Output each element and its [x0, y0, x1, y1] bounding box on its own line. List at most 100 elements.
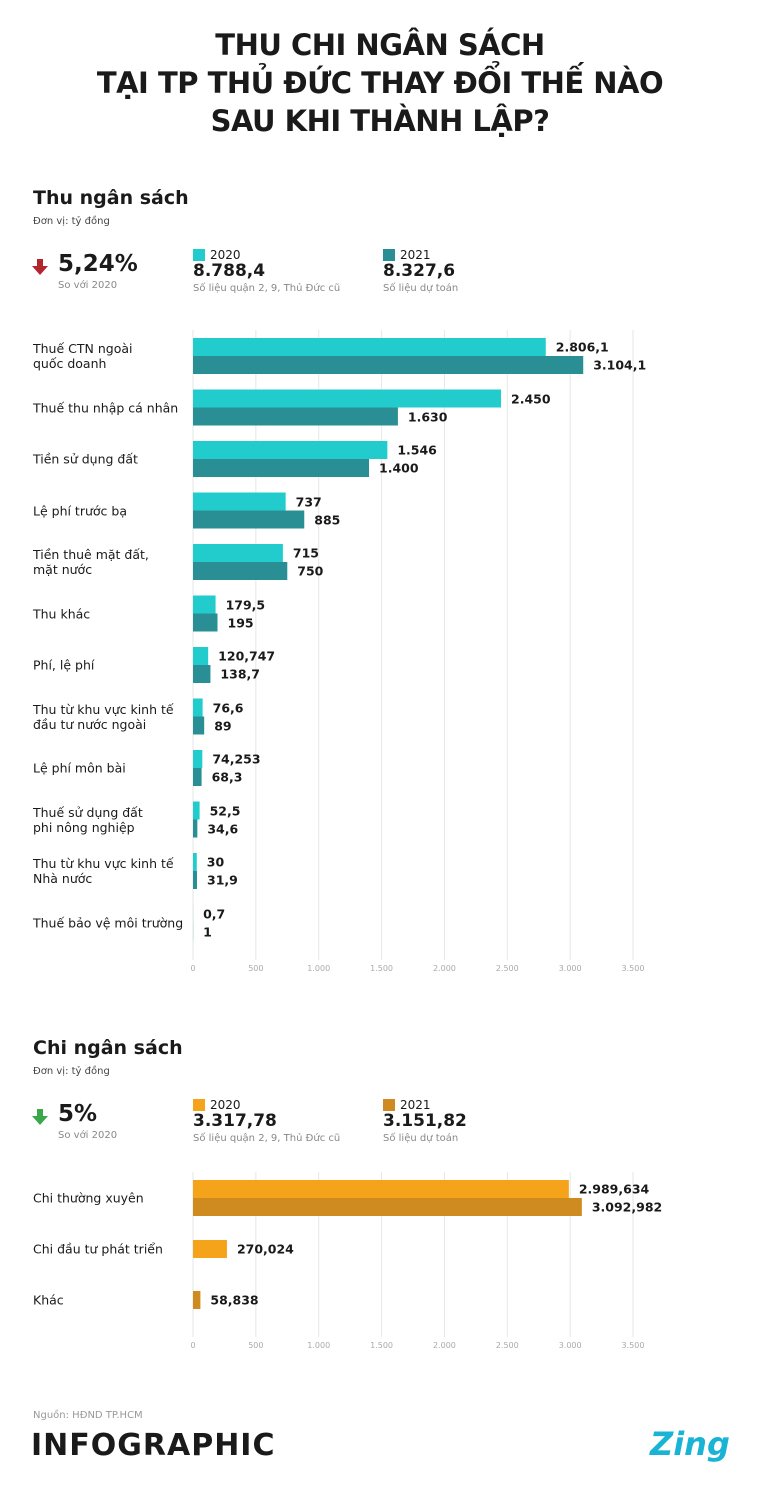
change-arrow — [32, 1109, 48, 1125]
x-tick-label: 3.500 — [621, 964, 645, 973]
main-title: SAU KHI THÀNH LẬP? — [210, 104, 550, 138]
value-label: 179,5 — [225, 597, 266, 612]
x-tick-label: 3.000 — [558, 1341, 582, 1350]
source-note: Nguồn: HĐND TP.HCM — [33, 1410, 143, 1421]
value-label: 0,7 — [203, 906, 226, 921]
logo: Zing — [650, 1425, 730, 1463]
x-tick-label: 1.000 — [307, 1341, 331, 1350]
series-note: Số liệu quận 2, 9, Thủ Đức cũ — [193, 1133, 341, 1144]
category-label: Lệ phí trước bạ — [33, 503, 127, 518]
bar — [193, 356, 584, 374]
main-title: THU CHI NGÂN SÁCH — [215, 28, 545, 62]
series-total: 8.327,6 — [383, 261, 456, 281]
series-total: 8.788,4 — [193, 261, 266, 281]
category-label: Tiền thuê mặt đất, mặt nước — [33, 547, 149, 577]
value-label: 2.450 — [511, 391, 551, 406]
series-note: Số liệu quận 2, 9, Thủ Đức cũ — [193, 283, 341, 294]
value-label: 737 — [295, 494, 322, 509]
category-label: Chi thường xuyên — [33, 1190, 144, 1206]
x-tick-label: 1.000 — [307, 964, 331, 973]
value-label: 68,3 — [211, 769, 243, 785]
x-tick-label: 500 — [248, 1341, 264, 1350]
value-label: 2.989,634 — [578, 1181, 650, 1197]
x-tick-label: 3.000 — [558, 964, 582, 973]
value-label: 195 — [227, 615, 254, 630]
bar — [193, 768, 202, 786]
bar — [193, 665, 211, 683]
value-label: 58,838 — [210, 1292, 259, 1308]
category-label: Thuế CTN ngoài quốc doanh — [33, 341, 133, 371]
x-tick-label: 500 — [248, 964, 264, 973]
bar — [193, 544, 283, 562]
category-label: Thuế thu nhập cá nhân — [33, 400, 179, 415]
value-label: 1.400 — [379, 460, 419, 476]
legend-label: 2021 — [400, 248, 431, 262]
value-label: 138,7 — [220, 666, 260, 682]
x-tick-label: 2.500 — [495, 964, 519, 973]
x-tick-label: 0 — [190, 1341, 196, 1350]
value-label: 31,9 — [207, 872, 238, 888]
value-label: 270,024 — [236, 1241, 294, 1257]
bar — [193, 1198, 582, 1216]
value-label: 74,253 — [212, 751, 261, 767]
legend-label: 2020 — [210, 248, 241, 262]
change-note: So với 2020 — [58, 280, 118, 291]
value-label: 52,5 — [209, 803, 241, 818]
bar — [193, 562, 288, 580]
bar — [193, 647, 209, 665]
value-label: 750 — [297, 563, 324, 579]
series-note: Số liệu dự toán — [383, 283, 459, 294]
value-label: 1 — [203, 924, 212, 939]
category-label: Phí, lệ phí — [33, 657, 95, 673]
bar — [193, 801, 200, 820]
series-total: 3.151,82 — [383, 1111, 467, 1131]
bar — [193, 853, 197, 871]
bar — [193, 871, 198, 889]
x-tick-label: 1.500 — [370, 964, 394, 973]
value-label: 715 — [292, 545, 319, 561]
category-label: Thuế sử dụng đất phi nông nghiệp — [33, 804, 143, 835]
change-value: 5% — [58, 1101, 98, 1127]
main-title: TẠI TP THỦ ĐỨC THAY ĐỔI THẾ NÀO — [96, 66, 664, 100]
bar — [193, 750, 203, 768]
value-label: 885 — [314, 512, 341, 527]
legend-label: 2020 — [210, 1098, 241, 1112]
category-label: Tiền sử dụng đất — [33, 451, 138, 467]
category-label: Thu từ khu vực kinh tế đầu tư nước ngoài — [33, 701, 174, 732]
change-note: So với 2020 — [58, 1130, 118, 1141]
x-tick-label: 2.000 — [432, 1341, 456, 1350]
category-label: Chi đầu tư phát triển — [33, 1241, 163, 1257]
bar — [193, 613, 218, 632]
brand: INFOGRAPHIC — [31, 1428, 276, 1463]
bar — [193, 389, 501, 408]
legend-swatch — [383, 249, 395, 261]
bar — [193, 1240, 227, 1258]
series-note: Số liệu dự toán — [383, 1133, 459, 1144]
bar — [193, 492, 286, 511]
bar — [193, 407, 398, 426]
value-label: 76,6 — [212, 700, 244, 715]
bar — [193, 441, 388, 459]
bar — [193, 698, 203, 717]
unit-note: Đơn vị: tỷ đồng — [33, 1066, 110, 1077]
legend-swatch — [193, 1099, 205, 1111]
category-label: Khác — [33, 1292, 64, 1308]
x-tick-label: 2.000 — [432, 964, 456, 973]
value-label: 2.806,1 — [555, 339, 609, 355]
x-tick-label: 2.500 — [495, 1341, 519, 1350]
unit-note: Đơn vị: tỷ đồng — [33, 216, 110, 227]
bar — [193, 459, 369, 477]
value-label: 120,747 — [218, 648, 276, 664]
change-value: 5,24% — [58, 251, 138, 277]
legend-swatch — [193, 249, 205, 261]
legend-swatch — [383, 1099, 395, 1111]
x-tick-label: 1.500 — [370, 1341, 394, 1350]
section-title: Thu ngân sách — [33, 187, 189, 209]
category-label: Thu từ khu vực kinh tế Nhà nước — [33, 856, 174, 886]
series-total: 3.317,78 — [193, 1111, 277, 1131]
bar — [193, 595, 216, 614]
section-title: Chi ngân sách — [33, 1037, 183, 1059]
value-label: 3.104,1 — [593, 357, 647, 373]
